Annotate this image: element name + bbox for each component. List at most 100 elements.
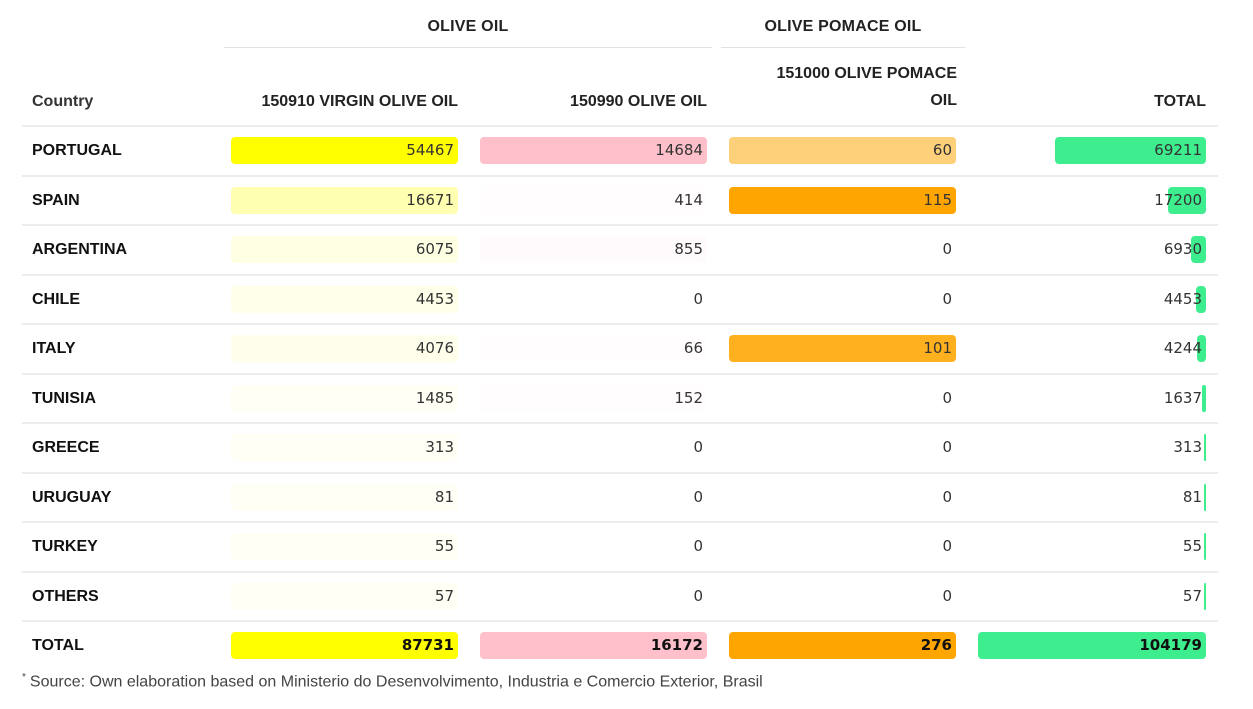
pomace-value: 0 [942, 240, 952, 258]
virgin-cell: 4076 [231, 324, 458, 373]
pomace-cell: 0 [729, 275, 956, 324]
olive-heat-bar [480, 632, 707, 659]
pomace-cell: 101 [729, 324, 956, 373]
pomace-cell: 60 [729, 126, 956, 175]
country-name: OTHERS [32, 587, 99, 605]
row-divider [22, 570, 1218, 573]
column-header-olive-pomace-oil-line2: OIL [930, 92, 957, 109]
total-row: TOTAL 87731 16172 276 104179 [22, 621, 1218, 670]
total-cell: 17200 [978, 176, 1206, 225]
country-name: URUGUAY [32, 488, 112, 506]
column-header-total: TOTAL [1154, 93, 1206, 110]
virgin-cell: 81 [231, 473, 458, 522]
total-value: 1637 [1163, 388, 1202, 407]
olive-value: 0 [693, 438, 703, 456]
row-divider [22, 471, 1218, 474]
table-row: OTHERS 57 0 0 57 [22, 572, 1218, 621]
virgin-cell: 87731 [231, 621, 458, 670]
olive-value: 0 [693, 487, 703, 506]
olive-value: 0 [693, 289, 703, 308]
virgin-value: 16671 [406, 190, 454, 209]
virgin-heat-bar [231, 186, 458, 214]
pomace-value: 115 [923, 190, 952, 209]
olive-cell: 0 [480, 522, 707, 571]
pomace-cell: 0 [729, 374, 956, 423]
virgin-cell: 54467 [231, 126, 458, 175]
country-name: PORTUGAL [32, 142, 122, 159]
pomace-heat-bar [729, 335, 956, 362]
pomace-value: 0 [942, 537, 952, 555]
total-data-bar [1204, 533, 1206, 560]
total-data-bar [1204, 582, 1206, 610]
country-name: ITALY [32, 340, 76, 357]
olive-heat-bar [480, 384, 707, 412]
pomace-cell: 0 [729, 473, 956, 522]
virgin-heat-bar [231, 483, 458, 511]
virgin-cell: 313 [231, 423, 458, 472]
table-row: TUNISIA 1485 152 0 1637 [22, 374, 1218, 423]
virgin-heat-bar [231, 632, 458, 659]
country-name: SPAIN [32, 191, 80, 209]
olive-cell: 0 [480, 423, 707, 472]
pomace-value: 60 [932, 141, 952, 159]
olive-heat-bar [480, 137, 707, 164]
row-divider [22, 521, 1218, 523]
total-cell: 6930 [978, 225, 1206, 274]
olive-value: 16172 [650, 636, 703, 654]
virgin-value: 6075 [415, 240, 454, 258]
virgin-heat-bar [231, 582, 458, 610]
total-data-bar [1196, 285, 1206, 313]
table-row: GREECE 313 0 0 313 [22, 423, 1218, 472]
virgin-cell: 57 [231, 572, 458, 621]
olive-cell: 414 [480, 176, 707, 225]
virgin-cell: 16671 [231, 176, 458, 225]
row-divider [22, 372, 1218, 375]
total-value: 4453 [1163, 289, 1202, 308]
pomace-value: 276 [920, 636, 952, 654]
olive-heat-bar [480, 186, 707, 214]
total-data-bar [1202, 384, 1206, 412]
virgin-heat-bar [231, 533, 458, 560]
country-name: TURKEY [32, 538, 98, 555]
olive-value: 0 [693, 586, 703, 605]
pomace-cell: 0 [729, 423, 956, 472]
row-divider [22, 620, 1218, 622]
olive-cell: 14684 [480, 126, 707, 175]
total-cell: 4453 [978, 275, 1206, 324]
virgin-value: 87731 [401, 636, 454, 654]
pomace-heat-bar [729, 186, 956, 214]
table-row: CHILE 4453 0 0 4453 [22, 275, 1218, 324]
total-data-bar [1204, 483, 1206, 511]
virgin-heat-bar [231, 285, 458, 313]
virgin-heat-bar [231, 434, 458, 461]
total-value: 57 [1182, 586, 1202, 605]
virgin-value: 4453 [415, 289, 454, 308]
column-header-virgin-olive-oil: 150910 VIRGIN OLIVE OIL [261, 93, 458, 110]
pomace-cell: 115 [729, 176, 956, 225]
total-value: 55 [1182, 537, 1202, 555]
virgin-value: 57 [434, 586, 454, 605]
pomace-cell: 0 [729, 225, 956, 274]
total-cell: 4244 [978, 324, 1206, 373]
total-data-bar [1196, 335, 1206, 362]
virgin-cell: 6075 [231, 225, 458, 274]
pomace-value: 101 [923, 339, 952, 357]
row-divider [22, 422, 1218, 424]
olive-cell: 0 [480, 473, 707, 522]
virgin-heat-bar [231, 335, 458, 362]
table-row: ITALY 4076 66 101 4244 [22, 324, 1218, 373]
virgin-heat-bar [231, 236, 458, 263]
total-value: 17200 [1154, 190, 1202, 209]
pomace-value: 0 [942, 438, 952, 456]
pomace-cell: 0 [729, 572, 956, 621]
group-header-olive-oil: OLIVE OIL [427, 18, 509, 35]
total-cell: 69211 [978, 126, 1206, 175]
country-name: GREECE [32, 439, 100, 456]
group-header-olive-pomace-oil: OLIVE POMACE OIL [764, 18, 922, 35]
pomace-heat-bar [729, 632, 956, 659]
group-underline-olive-pomace-oil [721, 47, 965, 48]
total-data-bar [1168, 186, 1206, 214]
total-value: 104179 [1139, 636, 1202, 654]
olive-cell: 152 [480, 374, 707, 423]
olive-cell: 0 [480, 572, 707, 621]
